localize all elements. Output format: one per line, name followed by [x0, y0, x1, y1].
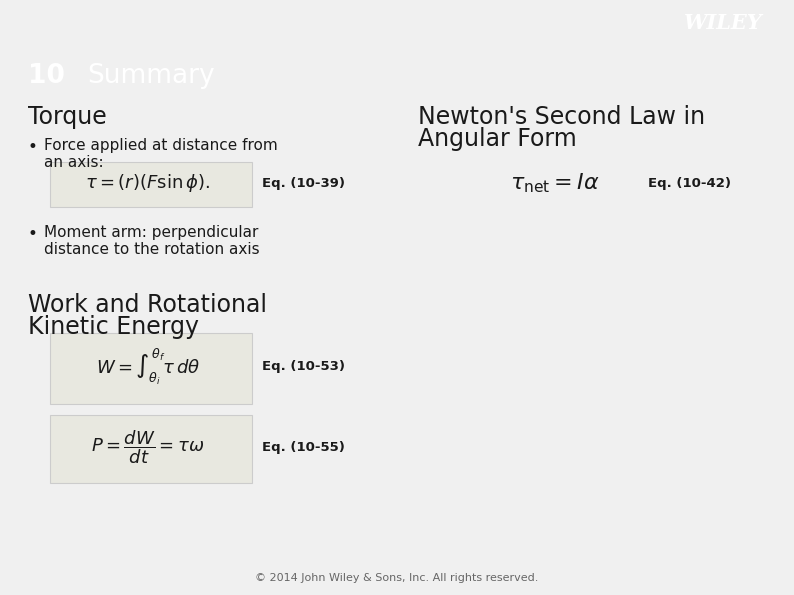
Text: WILEY: WILEY: [684, 13, 762, 33]
Text: •: •: [28, 138, 38, 156]
Text: Angular Form: Angular Form: [418, 127, 576, 151]
Text: an axis:: an axis:: [44, 155, 104, 170]
Text: $\tau = (r)(F \sin \phi).$: $\tau = (r)(F \sin \phi).$: [86, 173, 210, 195]
Text: Kinetic Energy: Kinetic Energy: [28, 315, 199, 339]
Text: distance to the rotation axis: distance to the rotation axis: [44, 242, 260, 257]
FancyBboxPatch shape: [50, 333, 252, 404]
Text: Summary: Summary: [87, 64, 215, 89]
Text: Eq. (10-53): Eq. (10-53): [262, 360, 345, 373]
Text: Newton's Second Law in: Newton's Second Law in: [418, 105, 705, 129]
Text: Torque: Torque: [28, 105, 106, 129]
Text: Eq. (10-39): Eq. (10-39): [262, 177, 345, 190]
FancyBboxPatch shape: [50, 162, 252, 207]
Text: Moment arm: perpendicular: Moment arm: perpendicular: [44, 225, 258, 240]
Text: 10: 10: [28, 64, 64, 89]
Text: •: •: [28, 225, 38, 243]
Text: © 2014 John Wiley & Sons, Inc. All rights reserved.: © 2014 John Wiley & Sons, Inc. All right…: [256, 573, 538, 583]
Text: Work and Rotational: Work and Rotational: [28, 293, 267, 317]
Text: $\tau_{\mathrm{net}} = I\alpha$: $\tau_{\mathrm{net}} = I\alpha$: [510, 171, 599, 195]
Text: Eq. (10-42): Eq. (10-42): [648, 177, 731, 190]
FancyBboxPatch shape: [50, 415, 252, 483]
Text: $W = \int_{\theta_i}^{\theta_f} \tau\, d\theta$: $W = \int_{\theta_i}^{\theta_f} \tau\, d…: [96, 346, 200, 387]
Text: Eq. (10-55): Eq. (10-55): [262, 441, 345, 454]
Text: $P = \dfrac{dW}{dt} = \tau\omega$: $P = \dfrac{dW}{dt} = \tau\omega$: [91, 429, 205, 466]
Text: Force applied at distance from: Force applied at distance from: [44, 138, 278, 153]
